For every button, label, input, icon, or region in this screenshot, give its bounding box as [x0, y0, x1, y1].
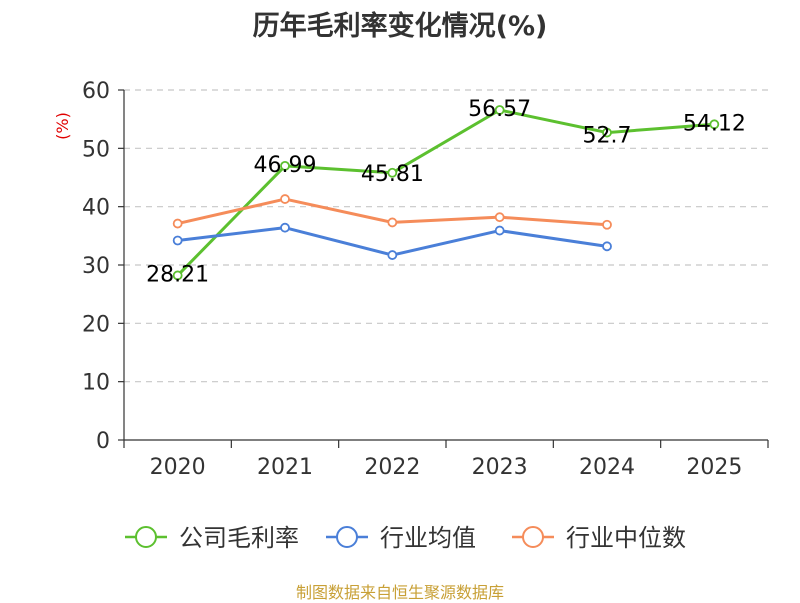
y-tick-label: 20: [82, 312, 110, 337]
x-tick-label: 2023: [472, 455, 528, 480]
gridlines: [124, 89, 768, 383]
data-labels: 28.21 46.99 45.81 56.57 52.7 54.12: [146, 97, 746, 287]
data-label: 54.12: [683, 111, 746, 136]
data-point[interactable]: [387, 217, 398, 228]
series-lines: [172, 105, 720, 281]
legend-label: 行业均值: [380, 524, 476, 552]
y-tick-label: 10: [82, 371, 110, 396]
data-point[interactable]: [709, 119, 720, 130]
data-label: 56.57: [468, 97, 531, 122]
data-point[interactable]: [602, 219, 612, 230]
y-tick-label: 40: [82, 196, 110, 221]
data-point[interactable]: [387, 167, 398, 178]
y-tick-label: 30: [82, 254, 110, 279]
legend-label: 行业中位数: [566, 524, 686, 552]
legend-item-1[interactable]: 行业均值: [326, 524, 476, 552]
legend-label: 公司毛利率: [179, 524, 299, 552]
y-axis-unit-label: (%): [53, 112, 72, 140]
y-tick-label: 0: [96, 429, 110, 454]
data-point[interactable]: [172, 270, 183, 281]
data-label: 52.7: [583, 124, 632, 149]
legend-marker: [522, 526, 544, 548]
data-point[interactable]: [172, 218, 183, 229]
legend-item-2[interactable]: 行业中位数: [512, 524, 686, 552]
legend-item-0[interactable]: 公司毛利率: [125, 524, 299, 552]
y-tick-label: 50: [82, 137, 110, 162]
series-line-0: [176, 108, 715, 277]
data-point[interactable]: [280, 160, 290, 171]
data-label: 45.81: [361, 162, 424, 187]
legend-marker: [336, 526, 358, 548]
chart-title: 历年毛利率变化情况(%): [252, 11, 548, 42]
data-label: 28.21: [146, 262, 209, 287]
data-label: 46.99: [254, 153, 317, 178]
x-tick-label: 2022: [364, 455, 420, 480]
x-tick-label: 2021: [257, 455, 313, 480]
source-note: 制图数据来自恒生聚源数据库: [295, 583, 504, 602]
data-point[interactable]: [494, 225, 505, 236]
data-point[interactable]: [387, 250, 398, 260]
data-point[interactable]: [602, 127, 612, 138]
x-tick-label: 2025: [686, 455, 742, 480]
data-point[interactable]: [602, 241, 612, 252]
data-point[interactable]: [494, 105, 505, 115]
x-tick-label: 2024: [579, 455, 635, 480]
data-point[interactable]: [172, 235, 183, 246]
x-tick-label: 2020: [150, 455, 206, 480]
y-tick-label: 60: [82, 79, 110, 104]
data-point[interactable]: [280, 222, 290, 233]
legend: 公司毛利率 行业均值 行业中位数: [125, 524, 686, 552]
legend-marker: [135, 526, 157, 548]
axes: 0 10 20 30 40 50 60 2020 2021 2022 2023 2024 2025: [82, 79, 769, 480]
data-point[interactable]: [494, 212, 505, 223]
data-point[interactable]: [280, 194, 290, 204]
